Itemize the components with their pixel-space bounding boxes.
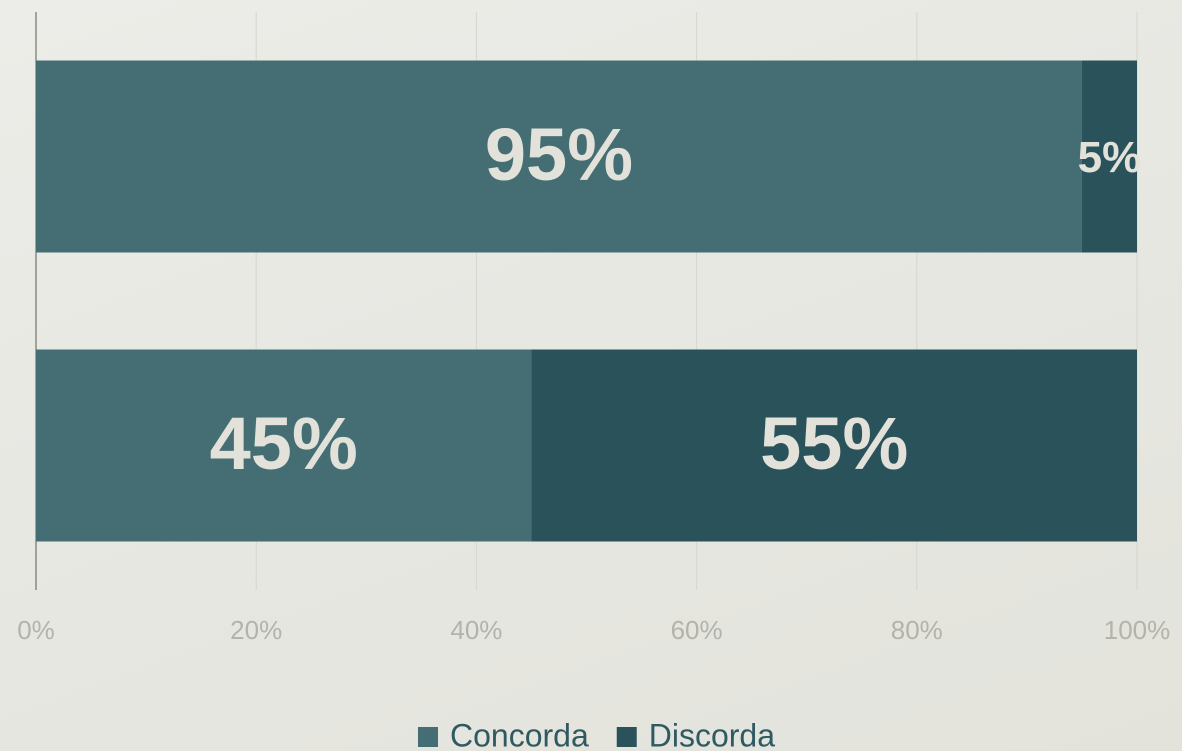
bar-segment xyxy=(36,60,1082,253)
x-tick-label: 20% xyxy=(230,615,282,645)
value-label: 5% xyxy=(1078,133,1142,182)
x-tick-label: 40% xyxy=(450,615,502,645)
legend-swatch xyxy=(417,727,438,747)
bar-segment xyxy=(36,349,532,542)
value-label: 55% xyxy=(760,402,908,485)
x-tick-label: 80% xyxy=(891,615,943,645)
legend-label: Discorda xyxy=(649,717,775,751)
bar-segment xyxy=(531,349,1137,542)
legend-swatch xyxy=(616,727,637,747)
x-tick-label: 0% xyxy=(17,615,55,645)
bar-segment xyxy=(1081,60,1137,253)
x-tick-label: 100% xyxy=(1104,615,1171,645)
legend-label: Concorda xyxy=(450,717,589,751)
x-tick-label: 60% xyxy=(671,615,723,645)
value-label: 45% xyxy=(210,402,358,485)
value-label: 95% xyxy=(485,113,633,196)
